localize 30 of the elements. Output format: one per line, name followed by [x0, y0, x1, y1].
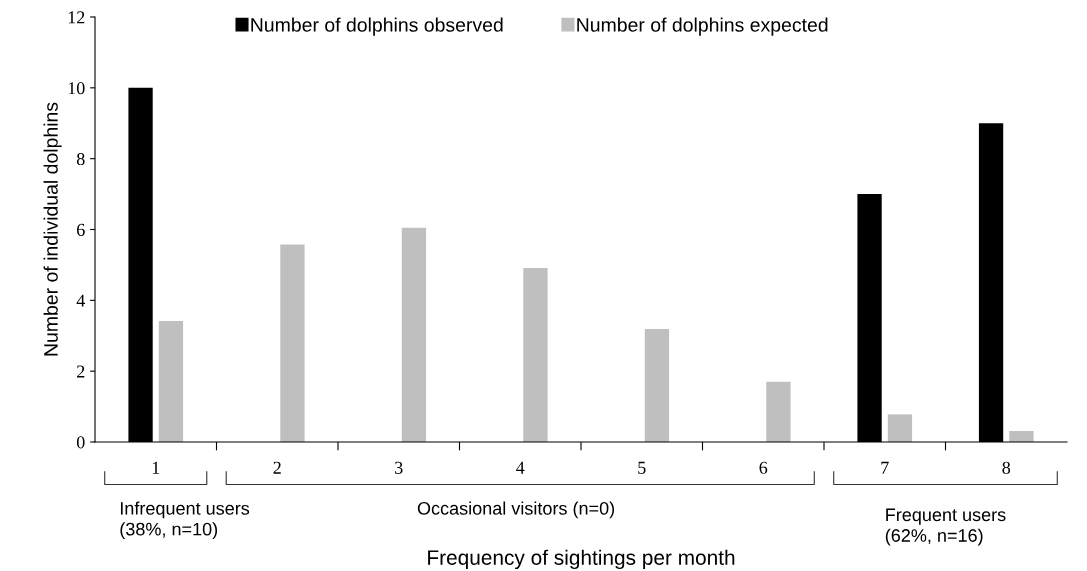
y-tick-label: 8 — [76, 152, 85, 166]
x-tick-label: 8 — [1002, 461, 1011, 474]
y-tick-label: 2 — [77, 365, 85, 378]
y-tick-label: 4 — [76, 294, 85, 307]
legend-label: Number of dolphins observed — [251, 17, 503, 36]
bar — [523, 268, 548, 442]
bar — [280, 244, 305, 442]
x-tick-label: 3 — [395, 461, 403, 474]
x-tick-label: 2 — [273, 461, 281, 474]
bar — [158, 320, 184, 442]
y-axis-title: Number of individual dolphins — [43, 102, 62, 356]
y-tick-label: 12 — [68, 11, 85, 24]
y-tick-label: 10 — [68, 82, 85, 95]
text: Infrequent users (38%, n=10) — [120, 501, 250, 540]
x-axis-title: Frequency of sightings per month — [428, 549, 735, 570]
x-tick-label: 6 — [759, 461, 768, 474]
bar — [644, 329, 670, 442]
x-tick-label: 1 — [152, 461, 160, 474]
bar — [887, 414, 913, 442]
x-tick-label: 5 — [638, 461, 646, 474]
bar — [1009, 431, 1034, 442]
x-tick-label: 7 — [881, 461, 889, 474]
x-tick-label: 4 — [516, 461, 525, 474]
legend-label: Number of dolphins expected — [577, 17, 828, 36]
text: Occasional visitors (n=0) — [417, 501, 615, 519]
bar — [766, 381, 791, 442]
y-tick-label: 6 — [77, 223, 85, 236]
text: Frequent users (62%, n=16) — [885, 508, 1006, 546]
y-tick-label: 0 — [76, 436, 85, 449]
bar — [401, 227, 427, 442]
